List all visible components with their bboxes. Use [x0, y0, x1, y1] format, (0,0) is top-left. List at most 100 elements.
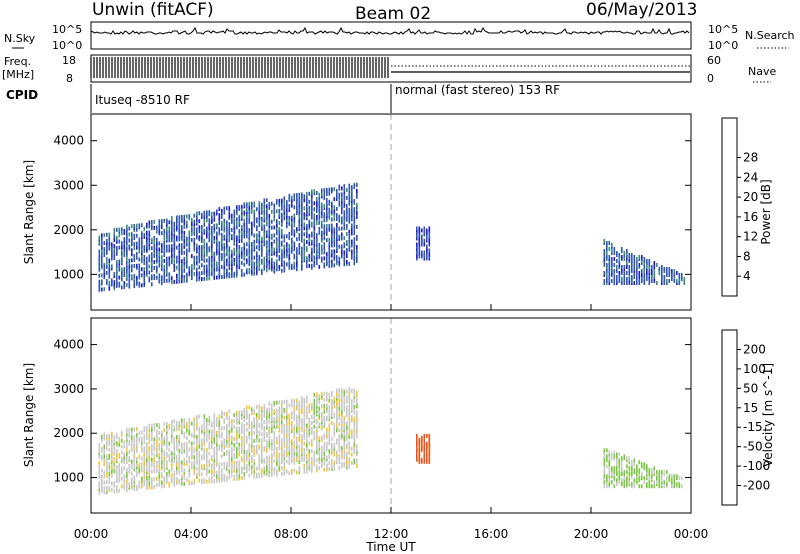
v-cell-2050	[426, 449, 428, 454]
v-cell-156	[121, 430, 123, 435]
p-cell-332	[148, 224, 151, 229]
p-cell-870	[223, 234, 226, 239]
p-cell-495	[173, 233, 176, 238]
p-cell-971	[236, 225, 238, 230]
v-cell-109	[113, 445, 116, 450]
v-ytick-label-0: 1000	[53, 471, 84, 485]
p-cell-1099	[253, 265, 256, 270]
p-cell-1769	[333, 197, 336, 202]
p-cell-152	[121, 245, 123, 250]
v-cell-1734	[328, 441, 331, 446]
p-cell-2021	[428, 232, 431, 237]
p-cell-2213	[648, 279, 651, 283]
p-cell-1899	[351, 231, 353, 236]
v-cell-1350	[283, 443, 286, 448]
p-cell-2229	[653, 279, 656, 283]
p-cell-1360	[283, 200, 286, 205]
p-cell-339	[151, 262, 153, 267]
p-cell-1853	[346, 254, 348, 258]
p-cell-451	[168, 260, 171, 265]
v-cell-1340	[281, 400, 283, 405]
p-cell-931	[231, 233, 233, 238]
v-cell-36	[103, 462, 106, 467]
v-cell-1634	[316, 418, 318, 423]
p-cell-32	[101, 237, 103, 242]
p-cell-247	[136, 251, 138, 256]
v-cell-1780	[333, 422, 336, 427]
p-cell-1704	[326, 198, 328, 202]
v-cell-1122	[256, 420, 258, 425]
p-cell-592	[186, 220, 188, 225]
v-cell-2069	[603, 474, 606, 479]
v-cell-1230	[268, 407, 271, 412]
v-cell-44	[103, 436, 106, 441]
p-cell-435	[166, 244, 168, 249]
p-cell-226	[133, 282, 136, 287]
p-cell-1575	[311, 221, 313, 226]
v-cell-1171	[263, 465, 266, 470]
v-cell-1356	[283, 427, 286, 432]
p-cell-1634	[318, 242, 321, 247]
v-cell-1854	[341, 406, 343, 410]
p-cell-1422	[293, 261, 296, 266]
v-cell-1380	[286, 415, 288, 420]
p-cell-1112	[253, 209, 256, 214]
v-cell-857	[221, 426, 223, 431]
p-cell-1635	[318, 230, 321, 235]
p-cell-1463	[298, 236, 301, 241]
p-cell-224	[131, 224, 133, 229]
v-cell-164	[123, 456, 126, 461]
v-cell-209	[131, 459, 133, 464]
p-cell-1260	[271, 225, 273, 230]
p-cell-2238	[656, 263, 658, 267]
p-cell-66	[108, 274, 111, 279]
p-cell-2203	[643, 257, 646, 261]
v-cell-679	[198, 478, 201, 483]
p-cell-1837	[343, 222, 346, 227]
header-date: 06/May/2013	[586, 0, 698, 20]
p-cell-423	[163, 234, 166, 239]
p-cell-1457	[296, 197, 298, 202]
v-cell-849	[221, 462, 223, 467]
p-cell-1530	[306, 240, 308, 245]
v-cell-1752	[331, 458, 333, 463]
v-cell-739	[206, 451, 208, 456]
v-cell-741	[206, 437, 208, 442]
p-cell-898	[228, 272, 231, 277]
v-cell-1128	[258, 472, 261, 477]
v-cell-889	[226, 429, 228, 434]
p-cell-1893	[351, 255, 353, 260]
v-cell-2219	[641, 484, 643, 489]
v-cell-2072	[603, 466, 606, 471]
v-cell-1217	[268, 443, 271, 448]
p-cell-263	[138, 245, 141, 250]
v-cell-1458	[296, 436, 298, 441]
p-cell-729	[206, 226, 208, 231]
p-cell-613	[191, 238, 193, 242]
v-cell-198	[128, 439, 131, 444]
v-cell-2111	[611, 452, 613, 457]
p-cell-362	[153, 219, 156, 224]
v-cell-2210	[636, 464, 638, 469]
v-cell-973	[238, 446, 241, 451]
p-cell-2180	[638, 275, 641, 279]
v-cell-2280	[661, 470, 663, 475]
p-cell-1801	[338, 214, 341, 219]
v-cell-311	[146, 458, 148, 462]
p-cell-1415	[291, 215, 293, 220]
p-cell-1703	[326, 202, 328, 206]
p-cell-1063	[248, 244, 251, 249]
p-cell-1990	[421, 234, 423, 239]
v-cell-106	[113, 457, 116, 462]
p-cell-1123	[256, 251, 258, 256]
p-cell-267	[138, 223, 141, 228]
p-cell-359	[153, 239, 156, 244]
v-cell-553	[178, 448, 181, 453]
p-cell-1161	[261, 252, 263, 257]
v-cell-2209	[636, 468, 638, 473]
p-cell-354	[153, 252, 156, 256]
p-cell-2194	[641, 255, 643, 259]
v-cell-34	[103, 474, 106, 479]
v-cell-1363	[286, 459, 288, 464]
v-cell-1115	[256, 438, 258, 443]
